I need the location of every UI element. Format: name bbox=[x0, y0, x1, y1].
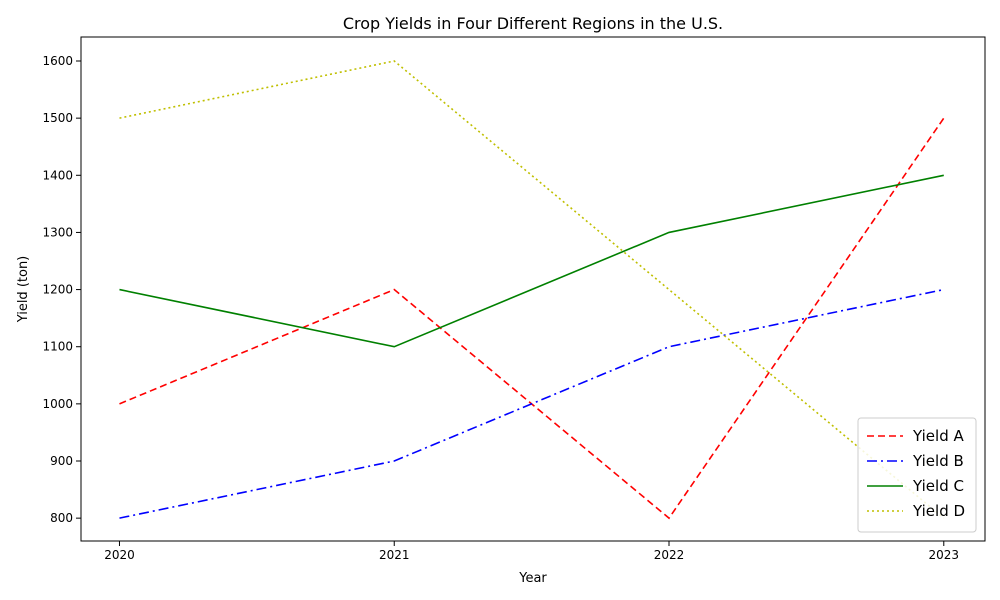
y-tick-label: 1000 bbox=[42, 397, 73, 411]
series-line-yield-b bbox=[119, 288, 944, 519]
plot-area bbox=[80, 36, 986, 542]
y-axis-ticks: 800 900 1000 1100 1200 1300 1400 1500 1600 bbox=[42, 54, 81, 525]
x-tick-label: 2022 bbox=[654, 548, 685, 562]
series-line-yield-c bbox=[119, 174, 944, 348]
plot-frame bbox=[80, 36, 986, 542]
y-tick-label: 1500 bbox=[42, 111, 73, 125]
series-line-yield-a bbox=[119, 117, 945, 520]
y-axis-label: Yield (ton) bbox=[16, 256, 31, 324]
y-tick-label: 1300 bbox=[42, 225, 73, 239]
series-line-yield-d bbox=[119, 60, 945, 519]
y-tick-label: 800 bbox=[50, 511, 73, 525]
legend-label: Yield B bbox=[912, 452, 964, 470]
y-tick-label: 1200 bbox=[42, 283, 73, 297]
legend-label: Yield C bbox=[912, 477, 964, 495]
legend-label: Yield A bbox=[912, 427, 964, 445]
legend-box bbox=[857, 417, 977, 533]
y-tick-label: 1400 bbox=[42, 168, 73, 182]
chart-title: Crop Yields in Four Different Regions in… bbox=[343, 14, 723, 33]
y-tick-label: 1100 bbox=[42, 340, 73, 354]
x-axis-label: Year bbox=[518, 571, 547, 586]
x-axis-ticks: 2020 2021 2022 2023 bbox=[104, 541, 959, 562]
x-tick-label: 2023 bbox=[929, 548, 960, 562]
legend: Yield A Yield B Yield C Yield D bbox=[857, 417, 977, 533]
y-tick-label: 1600 bbox=[42, 54, 73, 68]
legend-label: Yield D bbox=[912, 502, 965, 520]
y-tick-label: 900 bbox=[50, 454, 73, 468]
x-tick-label: 2020 bbox=[104, 548, 135, 562]
x-tick-label: 2021 bbox=[379, 548, 410, 562]
